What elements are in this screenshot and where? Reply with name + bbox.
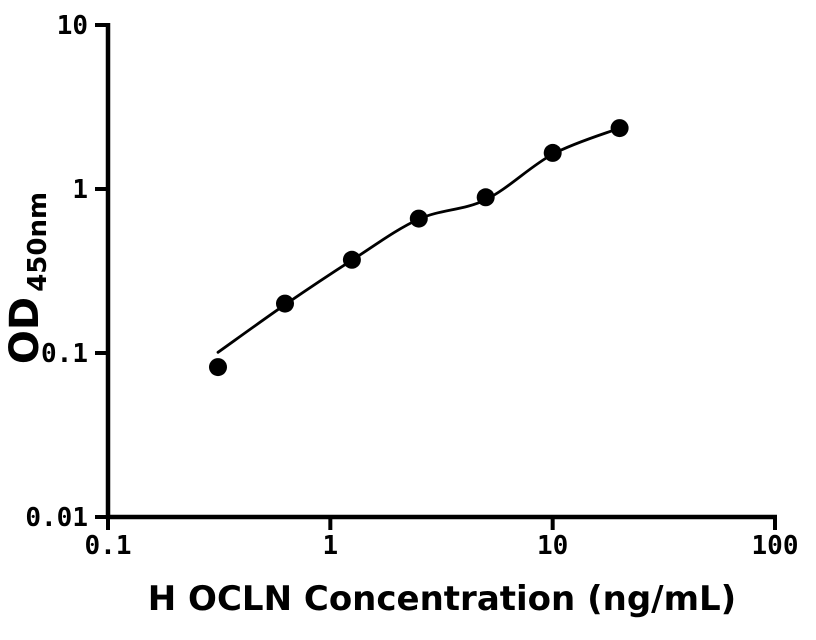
data-point: [342, 250, 361, 269]
data-point: [476, 188, 495, 207]
fit-curve: [216, 126, 621, 354]
data-point: [276, 294, 294, 313]
x-ticks-group: [106, 517, 777, 530]
y-tick-label: 0.01: [25, 503, 88, 533]
plot-axes-spine: [105, 23, 777, 520]
y-axis-title: OD 450nm: [2, 192, 53, 364]
axes-group: [105, 23, 777, 520]
y-axis-title-main: OD: [2, 297, 48, 364]
y-axis-title-subscript: 450nm: [23, 192, 53, 292]
y-tick-labels-group: 0.01 0.1 1 10: [25, 11, 88, 533]
x-tick-label: 1: [323, 531, 339, 561]
y-ticks-group: [95, 23, 108, 519]
y-tick-label: 10: [57, 11, 88, 41]
x-tick-label: 10: [537, 531, 568, 561]
y-tick-label: 0.1: [41, 339, 88, 369]
y-tick-label: 1: [72, 175, 88, 205]
data-point: [409, 209, 428, 228]
x-tick-labels-group: 0.1 1 10 100: [85, 531, 799, 561]
data-point: [543, 143, 562, 162]
data-point: [610, 119, 629, 138]
x-axis-title: H OCLN Concentration (ng/mL): [148, 579, 736, 619]
x-tick-label: 100: [752, 531, 799, 561]
data-point: [209, 358, 227, 377]
data-points-group: [209, 119, 629, 377]
x-tick-label: 0.1: [85, 531, 132, 561]
